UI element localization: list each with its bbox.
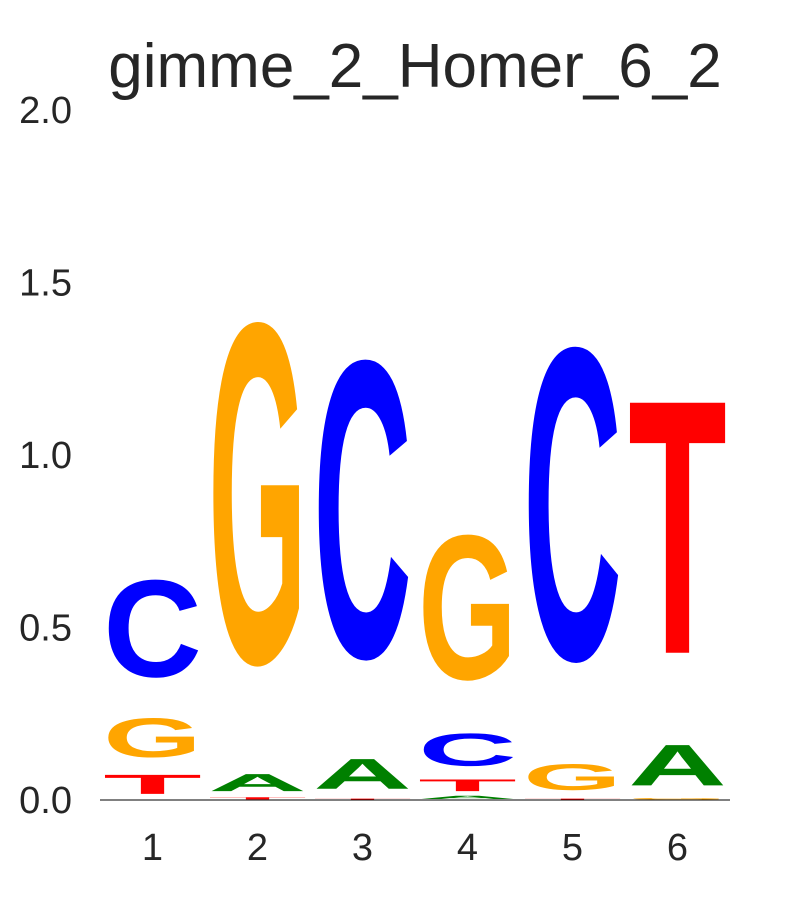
logo-letter-t: T bbox=[208, 797, 307, 800]
logo-letter-t: T bbox=[418, 776, 517, 795]
x-tick-label: 3 bbox=[352, 827, 373, 869]
x-tick-label: 4 bbox=[457, 827, 478, 869]
logo-letter-g: G bbox=[418, 493, 517, 723]
y-tick-label: 1.0 bbox=[19, 435, 72, 477]
logo-letter-a: A bbox=[418, 795, 517, 800]
x-tick-label: 2 bbox=[247, 827, 268, 869]
chart-title: gimme_2_Homer_6_2 bbox=[108, 32, 721, 101]
y-tick-label: 0.0 bbox=[19, 780, 72, 822]
logo-letter-g: G bbox=[208, 223, 307, 766]
logo-letter-t: T bbox=[313, 798, 412, 800]
logo-letter-c: C bbox=[103, 551, 202, 706]
logo-letter-t: T bbox=[628, 323, 727, 730]
y-axis: 0.0 0.5 1.0 1.5 2.0 bbox=[19, 90, 72, 822]
logo-letter-a: A bbox=[628, 733, 727, 798]
x-tick-label: 6 bbox=[667, 827, 688, 869]
logo-letter-a: A bbox=[208, 769, 307, 797]
logo-letter-g: G bbox=[103, 706, 202, 768]
logo-letter-c: C bbox=[313, 271, 412, 746]
logo-letter-c: C bbox=[523, 254, 622, 753]
logo-letter-c: C bbox=[418, 724, 517, 776]
y-tick-label: 1.5 bbox=[19, 263, 72, 305]
y-tick-label: 2.0 bbox=[19, 90, 72, 132]
x-axis: 1 2 3 4 5 6 bbox=[142, 827, 688, 869]
logo-letter-t: T bbox=[103, 769, 202, 800]
logo-letter-a: A bbox=[313, 750, 412, 798]
logo-letter-g: G bbox=[523, 757, 622, 799]
x-tick-label: 1 bbox=[142, 827, 163, 869]
y-tick-label: 0.5 bbox=[19, 608, 72, 650]
logo-letter-g: G bbox=[628, 798, 727, 800]
x-tick-label: 5 bbox=[562, 827, 583, 869]
logo-letter-t: T bbox=[523, 798, 622, 800]
